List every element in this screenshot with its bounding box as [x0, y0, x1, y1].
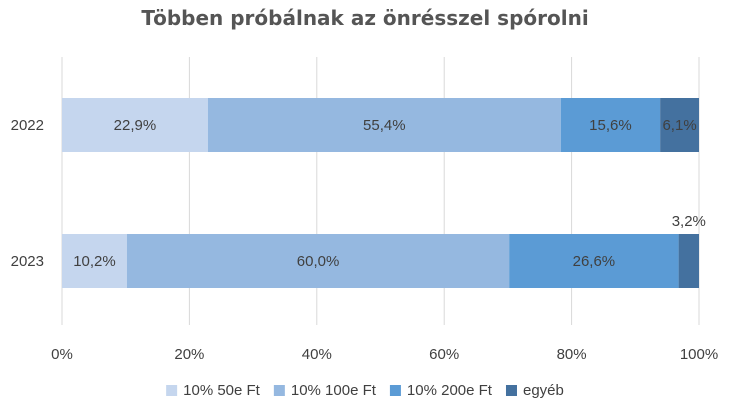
axes: 0% 20% 40% 60% 80% 100% 2022 2023 [11, 117, 719, 363]
x-tick-label: 100% [680, 346, 718, 363]
legend: 10% 50e Ft 10% 100e Ft 10% 200e Ft egyéb [166, 382, 564, 399]
data-labels: 22,9% 55,4% 15,6% 6,1% 10,2% 60,0% 26,6% 3,2% [73, 117, 706, 270]
bar-segment [207, 98, 561, 152]
legend-label: 10% 50e Ft [183, 382, 261, 399]
category-label: 2023 [11, 253, 44, 270]
data-label: 3,2% [672, 213, 706, 230]
category-label: 2022 [11, 117, 44, 134]
bars [62, 98, 699, 288]
legend-label: 10% 100e Ft [291, 382, 377, 399]
x-tick-label: 0% [51, 346, 73, 363]
data-label: 6,1% [662, 117, 696, 134]
data-label: 22,9% [114, 117, 157, 134]
x-tick-label: 40% [302, 346, 332, 363]
data-label: 10,2% [73, 253, 116, 270]
x-tick-label: 20% [174, 346, 204, 363]
data-label: 15,6% [589, 117, 632, 134]
data-label: 60,0% [297, 253, 340, 270]
legend-label: 10% 200e Ft [407, 382, 493, 399]
legend-swatch [166, 385, 178, 396]
chart-title: Többen próbálnak az önrésszel spórolni [141, 6, 588, 30]
data-label: 55,4% [363, 117, 406, 134]
bar-segment [660, 98, 699, 152]
legend-label: egyéb [523, 382, 564, 399]
x-tick-label: 80% [557, 346, 587, 363]
legend-swatch [505, 385, 517, 396]
bar-segment [62, 234, 127, 288]
bar-segment [509, 234, 679, 288]
bar-segment [62, 98, 208, 152]
bar-segment [560, 98, 661, 152]
data-label: 26,6% [573, 253, 616, 270]
legend-swatch [273, 385, 285, 396]
bar-segment [678, 234, 699, 288]
x-tick-label: 60% [429, 346, 459, 363]
legend-swatch [389, 385, 401, 396]
bar-segment [126, 234, 510, 288]
